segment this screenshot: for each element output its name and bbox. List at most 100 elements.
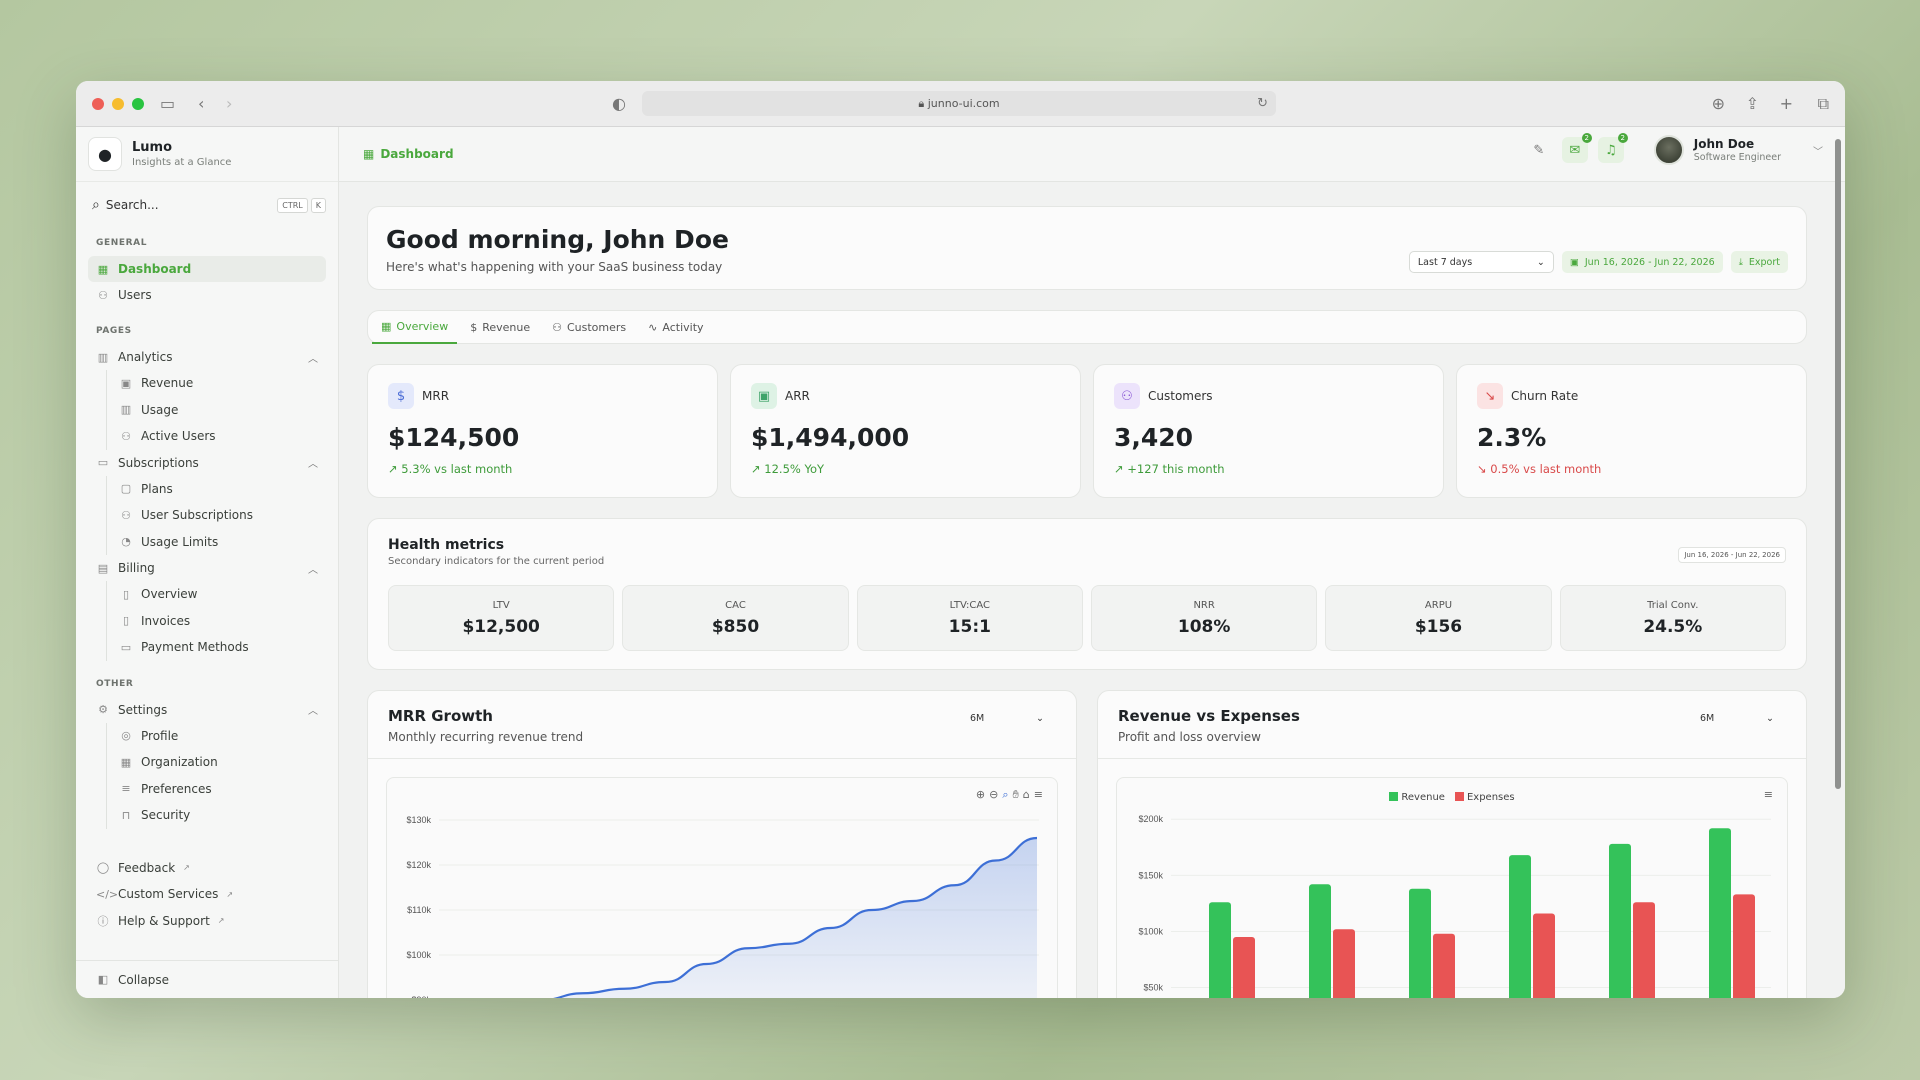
new-tab-icon[interactable]: + <box>1779 94 1793 113</box>
shield-icon[interactable]: ◐ <box>612 94 626 113</box>
brand[interactable]: ● Lumo Insights at a Glance <box>76 127 338 182</box>
legend-expenses[interactable]: Expenses <box>1454 792 1515 803</box>
kpi-card-arr: ▣ ARR $1,494,000 ↗ 12.5% YoY <box>730 364 1081 498</box>
dollar-icon: $ <box>388 383 414 409</box>
sidebar-item-custom-services[interactable]: </> Custom Services ↗ <box>76 881 338 908</box>
avatar <box>1653 135 1684 165</box>
address-bar[interactable]: 🔒︎ junno-ui.com ↻ <box>642 91 1276 116</box>
tab-label: Overview <box>396 319 449 333</box>
chevron-up-icon[interactable]: ︿ <box>308 564 318 576</box>
expenses-bar <box>1433 933 1455 998</box>
chevron-up-icon[interactable]: ︿ <box>308 459 318 470</box>
revenue-range-select[interactable]: 6M ⌄ <box>1692 707 1782 729</box>
sidebar-item-label: Users <box>118 288 152 302</box>
notifications-button[interactable]: ♫ 2 <box>1597 133 1628 163</box>
date-range-button[interactable]: ▣ Jun 16, 2026 - Jun 22, 2026 <box>1561 251 1723 273</box>
user-menu[interactable]: John Doe Software Engineer ﹀ <box>1648 135 1823 165</box>
sidebar-item-user-subscriptions[interactable]: ⚇ User Subscriptions <box>106 502 338 529</box>
sidebar-item-profile[interactable]: ◎ Profile <box>106 722 338 749</box>
reload-icon[interactable]: ↻ <box>1257 96 1268 111</box>
sidebar-item-active-users[interactable]: ⚇ Active Users <box>106 423 338 450</box>
sidebar-item-security[interactable]: ⊓ Security <box>106 802 338 829</box>
breadcrumb-label: Dashboard <box>380 147 454 161</box>
forward-icon[interactable]: › <box>226 94 233 113</box>
sidebar-item-label: Payment Methods <box>141 640 249 655</box>
expenses-bar <box>1333 929 1355 998</box>
expenses-bar <box>1533 913 1555 998</box>
tab-label: Revenue <box>482 320 531 334</box>
dollar-icon: $ <box>470 320 478 334</box>
messages-button[interactable]: ✉ 2 <box>1561 133 1592 163</box>
metric-ltv: LTV $12,500 <box>388 585 615 651</box>
scrollbar[interactable] <box>1835 139 1841 789</box>
tab-activity[interactable]: ∿ Activity <box>639 310 712 344</box>
chevron-up-icon[interactable]: ︿ <box>308 353 318 365</box>
collapse-sidebar-button[interactable]: ◧ Collapse <box>76 960 338 998</box>
back-icon[interactable]: ‹ <box>198 94 205 113</box>
sidebar-item-usage[interactable]: ▥ Usage <box>106 396 338 423</box>
tab-overview[interactable]: ▦ Overview <box>372 310 458 344</box>
kpi-label: MRR <box>422 389 450 403</box>
chevron-up-icon[interactable]: ︿ <box>308 706 318 717</box>
sidebar-item-settings[interactable]: ⚙ Settings ︿ <box>88 697 326 723</box>
metric-cac: CAC $850 <box>622 585 849 651</box>
theme-brush-button[interactable]: ✎ <box>1526 137 1552 163</box>
sidebar-toggle-icon[interactable]: ▭ <box>160 94 176 113</box>
expenses-bar <box>1733 894 1755 998</box>
sidebar-item-revenue[interactable]: ▣ Revenue <box>106 370 338 397</box>
sidebar-item-payment-methods[interactable]: ▭ Payment Methods <box>106 634 338 661</box>
kpi-trend: 0.5% vs last month <box>1490 462 1602 476</box>
chart-icon: ▣ <box>751 383 777 409</box>
home-icon[interactable]: ⌂ <box>1022 788 1030 801</box>
trend-down-icon: ↘ <box>1477 383 1503 409</box>
date-range-select[interactable]: Last 7 days ⌄ <box>1408 251 1554 273</box>
close-window-button[interactable] <box>92 97 104 110</box>
sidebar-item-analytics[interactable]: ▥ Analytics ︿ <box>88 344 326 370</box>
mail-icon: ✉ <box>1569 142 1581 158</box>
bell-icon: ♫ <box>1604 142 1617 158</box>
mrr-line-svg: $130k $120k $110k $100k $90k <box>406 815 1039 998</box>
sidebar-item-help-support[interactable]: ⓘ Help & Support ↗ <box>76 908 338 935</box>
minimize-window-button[interactable] <box>112 97 124 110</box>
sidebar-item-billing[interactable]: ▤ Billing ︿ <box>88 555 326 581</box>
chevron-down-icon: ⌄ <box>1536 256 1545 268</box>
sidebar-item-preferences[interactable]: ≡ Preferences <box>106 775 338 802</box>
tabs-overview-icon[interactable]: ⧉ <box>1817 94 1829 113</box>
kbd-k: K <box>310 197 326 213</box>
tab-revenue[interactable]: $ Revenue <box>461 310 539 344</box>
zoom-out-icon[interactable]: ⊖ <box>989 788 999 801</box>
pan-icon[interactable]: ✋︎ <box>1012 788 1019 801</box>
chevron-down-icon: ⌄ <box>1766 712 1774 724</box>
sidebar-item-invoices[interactable]: ▯ Invoices <box>106 607 338 634</box>
sidebar-item-users[interactable]: ⚇ Users <box>88 282 326 308</box>
export-button[interactable]: ⤓ Export <box>1730 251 1788 273</box>
menu-icon[interactable]: ≡ <box>1033 788 1043 801</box>
chart-toolbar: ⊕ ⊖ ⌕ ✋︎ ⌂ ≡ <box>976 788 1043 802</box>
sidebar-item-billing-overview[interactable]: ▯ Overview <box>106 581 338 608</box>
page-subtitle: Here's what's happening with your SaaS b… <box>386 260 723 274</box>
users-icon: ⚇ <box>98 288 108 302</box>
sidebar-item-subscriptions[interactable]: ▭ Subscriptions ︿ <box>88 450 326 476</box>
maximize-window-button[interactable] <box>132 97 144 110</box>
sidebar-item-feedback[interactable]: ◯ Feedback ↗ <box>76 855 338 882</box>
zoom-in-icon[interactable]: ⊕ <box>975 788 986 801</box>
menu-icon[interactable]: ≡ <box>1763 788 1773 801</box>
search-input[interactable]: ⌕ Search... CTRL K <box>76 186 338 224</box>
sidebar-item-organization[interactable]: ▦ Organization <box>106 749 338 776</box>
download-icon[interactable]: ⊕ <box>1711 94 1725 113</box>
share-icon[interactable]: ⇪ <box>1745 94 1759 113</box>
chart-title: MRR Growth <box>388 707 493 725</box>
sidebar-item-plans[interactable]: ▢ Plans <box>106 475 338 502</box>
mail-badge: 2 <box>1581 133 1592 143</box>
sidebar-item-usage-limits[interactable]: ◔ Usage Limits <box>106 528 338 555</box>
legend-revenue[interactable]: Revenue <box>1389 792 1445 803</box>
kpi-row: $ MRR $124,500 ↗ 5.3% vs last month ▣ ARR … <box>367 364 1807 498</box>
sidebar-item-dashboard[interactable]: ▦ Dashboard <box>88 256 326 282</box>
search-placeholder: Search... <box>105 198 159 212</box>
sidebar-item-label: Custom Services <box>118 887 219 902</box>
magnify-icon[interactable]: ⌕ <box>1002 788 1009 801</box>
breadcrumb[interactable]: ▦ Dashboard <box>363 147 454 161</box>
tab-customers[interactable]: ⚇ Customers <box>543 310 635 344</box>
mrr-range-select[interactable]: 6M ⌄ <box>962 707 1052 729</box>
metric-label: NRR <box>1193 600 1215 611</box>
